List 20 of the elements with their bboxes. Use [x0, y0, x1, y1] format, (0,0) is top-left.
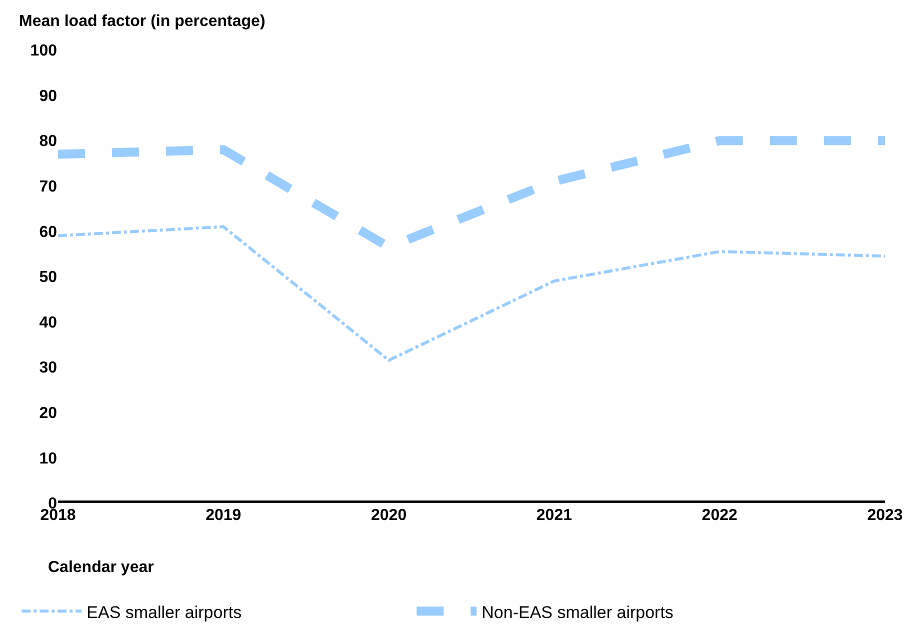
- x-tick-label: 2022: [702, 507, 738, 524]
- x-axis-title: Calendar year: [48, 559, 154, 576]
- y-tick-label: 100: [30, 42, 58, 60]
- y-tick-label: 50: [39, 269, 58, 286]
- x-tick-label: 2021: [536, 507, 572, 524]
- legend-label: EAS smaller airports: [86, 602, 242, 622]
- y-tick-label: 80: [39, 133, 58, 150]
- y-tick-label: 70: [39, 178, 58, 196]
- y-tick-label: 90: [39, 88, 58, 105]
- y-axis-title: Mean load factor (in percentage): [19, 13, 266, 30]
- y-tick-label: 40: [39, 314, 58, 332]
- y-tick-label: 60: [39, 224, 58, 241]
- legend-label: Non-EAS smaller airports: [482, 602, 674, 622]
- x-tick-label: 2023: [867, 507, 903, 524]
- x-tick-label: 2019: [206, 507, 242, 524]
- y-tick-label: 10: [39, 450, 58, 468]
- y-tick-label: 20: [39, 405, 58, 422]
- x-tick-label: 2020: [371, 507, 407, 524]
- line-series: [58, 225, 885, 362]
- y-tick-label: 30: [39, 360, 58, 377]
